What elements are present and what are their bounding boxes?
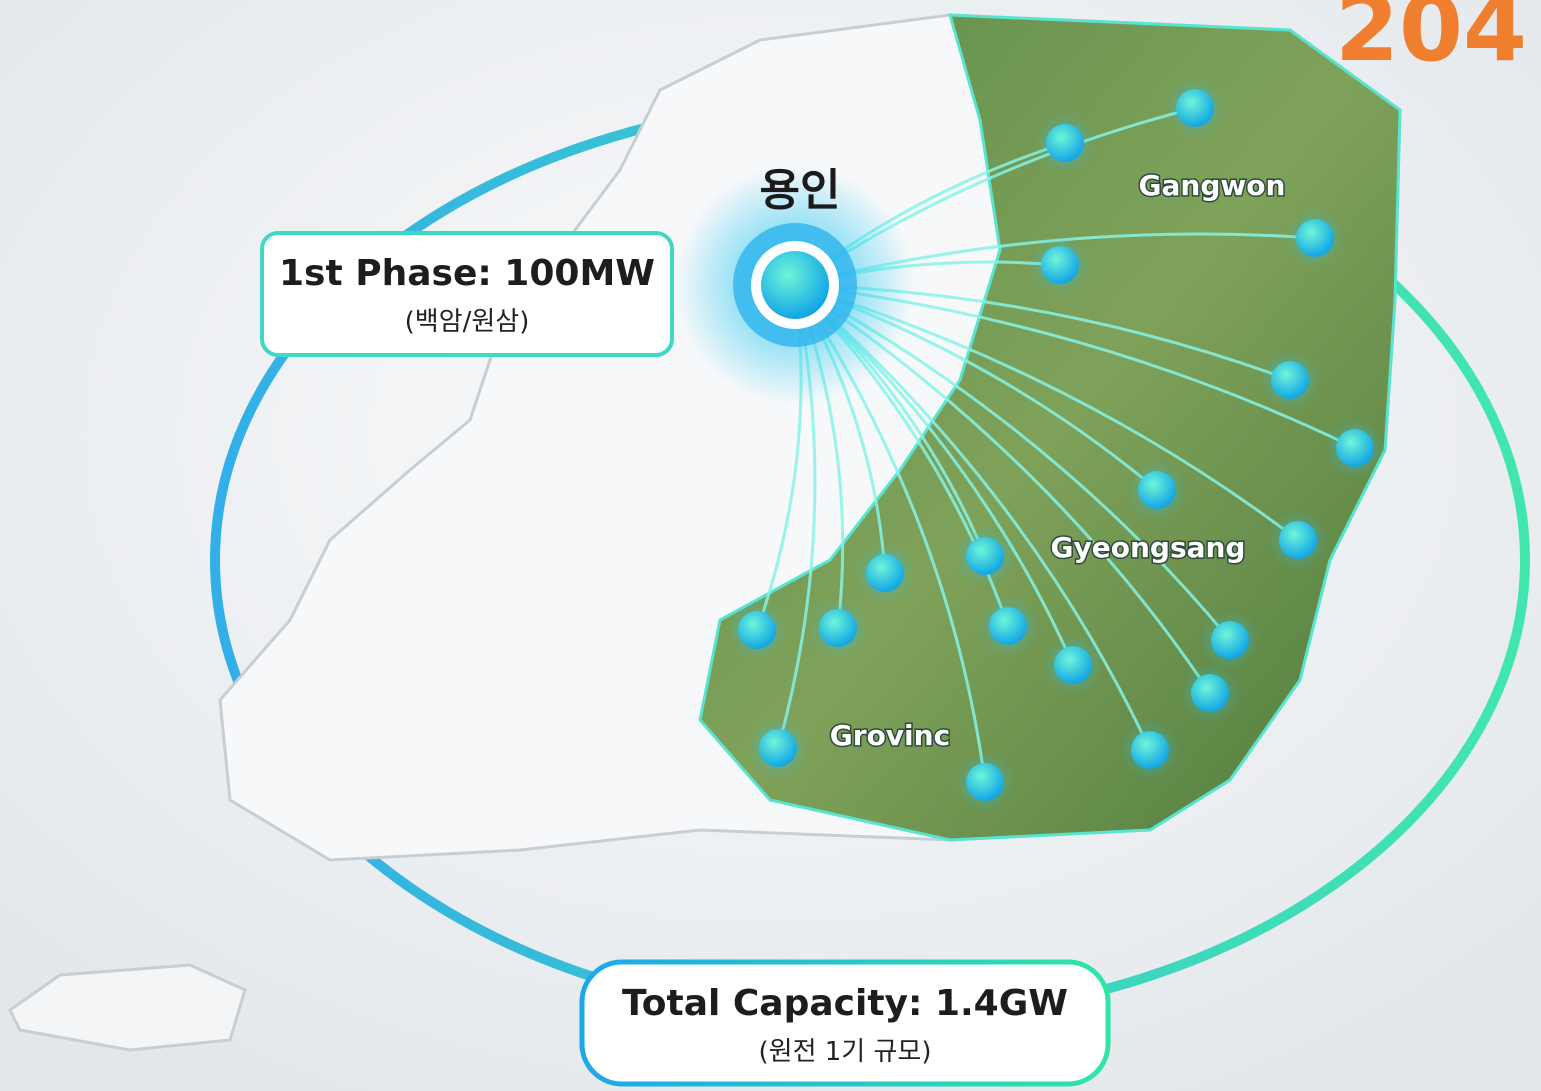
node <box>738 611 776 649</box>
hub-label: 용인 <box>760 165 841 216</box>
node <box>966 537 1004 575</box>
callout-subtitle: (원전 1기 규모) <box>759 1037 932 1067</box>
node <box>759 729 797 767</box>
region-label: Grovinc <box>830 719 950 752</box>
region-label: Gangwon <box>1139 169 1286 202</box>
node <box>1054 646 1092 684</box>
node <box>1131 731 1169 769</box>
callout-title: Total Capacity: 1.4GW <box>622 983 1068 1024</box>
node <box>1296 219 1334 257</box>
callout-title: 1st Phase: 100MW <box>279 253 655 294</box>
callout-subtitle: (백암/원삼) <box>405 307 530 337</box>
node <box>1191 674 1229 712</box>
node <box>966 763 1004 801</box>
node <box>1176 89 1214 127</box>
corner-number: 204 <box>1335 0 1527 82</box>
node <box>989 607 1027 645</box>
node <box>819 609 857 647</box>
node <box>1211 621 1249 659</box>
node <box>1138 471 1176 509</box>
hub-node <box>761 251 829 319</box>
node <box>1041 246 1079 284</box>
node <box>866 554 904 592</box>
node <box>1336 429 1374 467</box>
node <box>1046 124 1084 162</box>
node <box>1271 361 1309 399</box>
phase-callout <box>260 231 674 357</box>
total-callout <box>579 959 1111 1087</box>
region-label: Gyeongsang <box>1051 531 1246 564</box>
nodes <box>727 78 1385 812</box>
node <box>1279 521 1317 559</box>
jeju-island <box>8 963 247 1052</box>
